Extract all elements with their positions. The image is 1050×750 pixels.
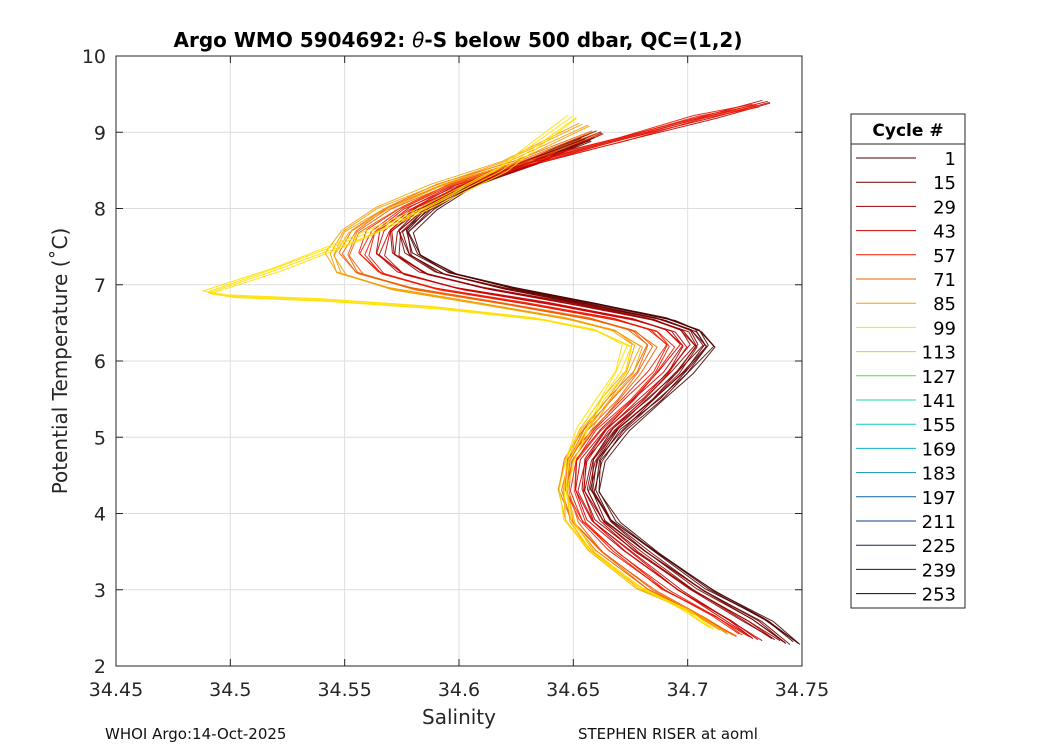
x-axis-label: Salinity [422,705,496,729]
legend-label: 211 [922,512,956,533]
legend-label: 15 [933,173,956,194]
y-tick-label: 10 [82,46,106,68]
legend-label: 43 [933,222,956,243]
x-tick-label: 34.6 [438,679,480,701]
legend-label: 29 [933,197,956,218]
series-line [398,133,781,642]
x-tick-label: 34.65 [546,679,600,701]
legend-label: 127 [922,367,956,388]
y-tick-label: 8 [94,199,106,221]
legend-label: 183 [922,464,956,485]
legend-label: 253 [922,585,956,606]
x-tick-label: 34.75 [775,679,829,701]
axis-ticks: 34.45 34.5 34.55 34.6 34.65 34.7 34.75 2 3 4 5 6 7 8 9… [82,46,829,701]
footer-credit: WHOI Argo:14-Oct-2025 [105,725,287,743]
legend-label: 141 [922,391,956,412]
series-line [412,140,801,645]
series-line [402,136,787,644]
series-line [209,118,715,630]
legend-label: 197 [922,488,956,509]
footer-operator: STEPHEN RISER at aoml [578,725,758,743]
legend-label: 169 [922,439,956,460]
series-group [202,115,715,630]
y-tick-label: 3 [94,580,106,602]
series-layer [202,99,801,645]
y-tick-label: 6 [94,351,106,373]
series-line [202,115,708,627]
x-tick-label: 34.5 [209,679,251,701]
legend-label: 225 [922,536,956,557]
legend-box [850,113,966,609]
y-tick-label: 5 [94,427,106,449]
series-line [348,133,737,638]
series-line [347,132,737,637]
y-axis-label: Potential Temperature (˚C) [48,228,72,495]
series-line [407,139,799,644]
legend-label: 113 [922,343,956,364]
x-tick-label: 34.55 [317,679,371,701]
x-tick-label: 34.7 [667,679,709,701]
y-tick-label: 7 [94,275,106,297]
series-line [394,132,775,641]
legend-label: 71 [933,270,956,291]
legend-label: 57 [933,246,956,267]
legend-label: 1 [945,149,956,170]
legend-label: 99 [933,318,956,339]
y-tick-label: 2 [94,656,106,678]
series-line [407,137,791,645]
legend-label: 239 [922,560,956,581]
legend-items: 1 15 29 43 57 71 85 99 113 127 141 155 169 183 197 211 2… [856,149,956,606]
legend-label: 155 [922,415,956,436]
legend-title: Cycle # [872,121,943,141]
y-tick-label: 9 [94,122,106,144]
legend-label: 85 [933,294,956,315]
x-tick-label: 34.45 [89,679,143,701]
y-tick-label: 4 [94,504,106,526]
chart-title: Argo WMO 5904692: θ-S below 500 dbar, QC… [174,28,743,52]
legend: Cycle # 1 15 29 43 57 71 85 99 113 127 141 155 169 18… [850,113,966,609]
